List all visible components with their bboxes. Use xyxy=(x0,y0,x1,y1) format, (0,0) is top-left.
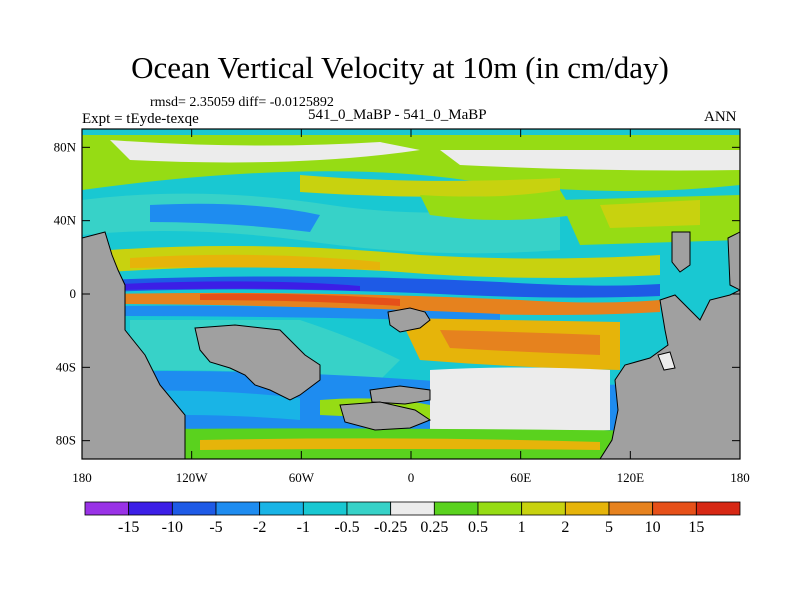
season-label: ANN xyxy=(704,109,737,125)
colorbar-label: 5 xyxy=(605,519,613,536)
case-label: 541_0_MaBP - 541_0_MaBP xyxy=(308,107,487,123)
velocity-field xyxy=(82,129,740,459)
colorbar-label: -0.25 xyxy=(374,519,407,536)
colorbar-label: 1 xyxy=(518,519,526,536)
colorbar-swatch xyxy=(215,501,261,516)
colorbar-swatch xyxy=(128,501,173,516)
colorbar-label: -5 xyxy=(209,519,222,536)
colorbar-swatch xyxy=(84,501,130,516)
colorbar-swatch xyxy=(521,501,566,516)
colorbar-label: -2 xyxy=(253,519,266,536)
colorbar-label: -10 xyxy=(162,519,183,536)
colorbar-label: -1 xyxy=(297,519,310,536)
stats-line: rmsd= 2.35059 diff= -0.0125892 xyxy=(150,95,334,110)
colorbar-swatch xyxy=(477,501,523,516)
colorbar-swatch xyxy=(302,501,348,516)
x-tick-label: 120E xyxy=(617,470,645,485)
x-tick-label: 180 xyxy=(72,470,92,485)
colorbar-label: 2 xyxy=(561,519,569,536)
y-tick-label: 0 xyxy=(70,286,77,301)
x-tick-label: 0 xyxy=(408,470,415,485)
x-tick-label: 60E xyxy=(510,470,531,485)
chart-title: Ocean Vertical Velocity at 10m (in cm/da… xyxy=(131,50,669,85)
colorbar-swatch xyxy=(390,501,435,516)
colorbar-swatch xyxy=(433,501,479,516)
colorbar-swatch xyxy=(564,501,610,516)
y-tick-label: 40S xyxy=(56,359,76,374)
colorbar-swatch xyxy=(346,501,392,516)
colorbar-label: 0.5 xyxy=(468,519,488,536)
colorbar-swatch xyxy=(171,501,217,516)
colorbar-swatch xyxy=(695,501,741,516)
y-tick-label: 80S xyxy=(56,433,76,448)
colorbar-label: -0.5 xyxy=(334,519,359,536)
colorbar-swatch xyxy=(608,501,654,516)
colorbar-label: 15 xyxy=(688,519,704,536)
y-tick-label: 40N xyxy=(54,213,77,228)
x-tick-label: 180 xyxy=(730,470,750,485)
x-tick-label: 120W xyxy=(176,470,209,485)
x-tick-label: 60W xyxy=(289,470,315,485)
y-tick-label: 80N xyxy=(54,139,77,154)
colorbar-label: 10 xyxy=(645,519,661,536)
land-masses xyxy=(82,231,740,459)
colorbar-swatch xyxy=(652,501,697,516)
colorbar-label: -15 xyxy=(118,519,139,536)
colorbar-label: 0.25 xyxy=(420,519,448,536)
experiment-label: Expt = tEyde-texqe xyxy=(82,111,199,127)
colorbar-swatch xyxy=(259,501,304,516)
